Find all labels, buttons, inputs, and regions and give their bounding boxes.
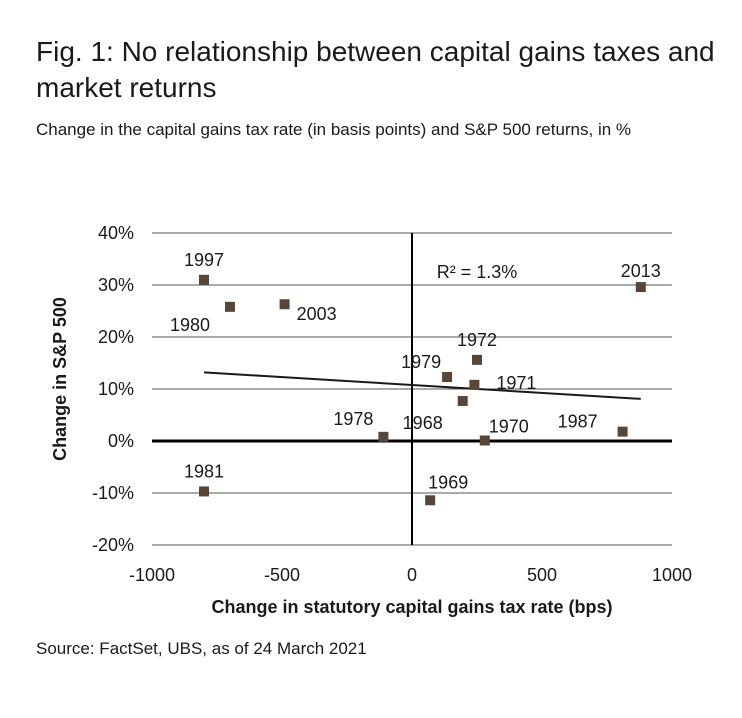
data-point-1987: [617, 426, 628, 437]
figure-subtitle: Change in the capital gains tax rate (in…: [36, 120, 632, 139]
point-label-2003: 2003: [297, 304, 337, 324]
point-label-1980: 1980: [170, 315, 210, 335]
y-tick-label: 40%: [98, 223, 134, 243]
point-labels: 1997 1980 2003 1972 1979 1971 1968 1978 1970 1987…: [170, 250, 661, 492]
data-point-1969: [425, 495, 436, 506]
data-point-1978: [378, 431, 389, 442]
point-label-1997: 1997: [184, 250, 224, 270]
point-label-1971: 1971: [496, 373, 536, 393]
point-label-1979: 1979: [401, 352, 441, 372]
x-tick-label: 500: [527, 565, 557, 585]
point-label-1969: 1969: [428, 472, 468, 492]
data-point-2013: [635, 282, 646, 293]
data-point-1972: [472, 354, 482, 365]
point-label-1978: 1978: [333, 409, 373, 429]
y-tick-label: 20%: [98, 327, 134, 347]
x-tick-label: 1000: [652, 565, 692, 585]
y-tick-label: 30%: [98, 275, 134, 295]
trendline-group: [203, 371, 641, 400]
point-label-1972: 1972: [457, 330, 497, 350]
axes: [152, 233, 672, 545]
data-point-1981: [199, 486, 209, 497]
point-label-1987: 1987: [558, 412, 598, 432]
r-squared-annotation: R² = 1.3%: [437, 262, 518, 282]
point-label-2013: 2013: [621, 261, 661, 281]
y-tick-label: 0%: [108, 431, 134, 451]
y-tick-label: -20%: [92, 535, 134, 555]
x-tick-label: -1000: [129, 565, 175, 585]
y-tick-label: 10%: [98, 379, 134, 399]
y-tick-label: -10%: [92, 483, 134, 503]
data-point-1997: [199, 274, 209, 285]
y-axis-title: Change in S&P 500: [50, 297, 70, 461]
x-axis-title: Change in statutory capital gains tax ra…: [211, 597, 612, 617]
data-point-1979: [442, 372, 453, 383]
point-label-1981: 1981: [184, 461, 224, 481]
data-point-1968: [457, 395, 468, 406]
x-tick-label: 0: [407, 565, 417, 585]
x-tick-labels: -1000 -500 0 500 1000: [129, 565, 692, 585]
data-point-1970: [479, 435, 490, 446]
point-label-1970: 1970: [489, 416, 529, 436]
data-point-1980: [225, 301, 235, 312]
x-tick-label: -500: [264, 565, 300, 585]
scatter-chart: 40% 30% 20% 10% 0% -10% -20% -1000 -500 0 500 1000…: [50, 223, 692, 617]
data-points: [199, 274, 646, 506]
y-tick-labels: 40% 30% 20% 10% 0% -10% -20%: [92, 223, 134, 555]
source-note: Source: FactSet, UBS, as of 24 March 202…: [36, 639, 367, 658]
data-point-2003: [279, 299, 290, 310]
data-point-1971: [469, 379, 480, 390]
point-label-1968: 1968: [403, 413, 443, 433]
figure-title: Fig. 1: No relationship between capital …: [36, 36, 715, 103]
trendline: [203, 371, 641, 400]
